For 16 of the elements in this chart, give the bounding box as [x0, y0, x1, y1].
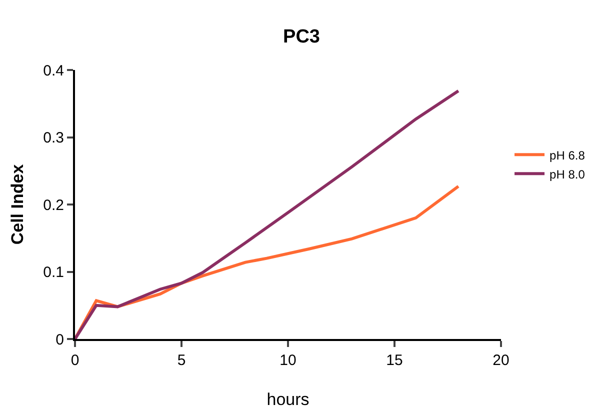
- legend-label: pH 8.0: [550, 167, 586, 182]
- y-tick-label: 0.1: [43, 264, 64, 281]
- legend-label: pH 6.8: [550, 148, 586, 162]
- line-series: [75, 89, 460, 339]
- x-tick-label: 15: [386, 352, 403, 369]
- y-tick-label: 0.2: [43, 196, 64, 214]
- y-tick-label: 0: [56, 331, 64, 348]
- x-tick-label: 0: [70, 352, 80, 369]
- y-tick-label: 0.3: [43, 130, 64, 146]
- x-tick-label: 5: [177, 352, 186, 369]
- y-tick-label: 0.4: [43, 62, 64, 80]
- x-tick-label: 20: [492, 352, 510, 369]
- x-tick-label: 10: [280, 352, 296, 369]
- x-axis-title: hours: [266, 390, 310, 409]
- chart-title: PC3: [283, 26, 320, 48]
- y-axis-title: Cell Index: [8, 164, 28, 245]
